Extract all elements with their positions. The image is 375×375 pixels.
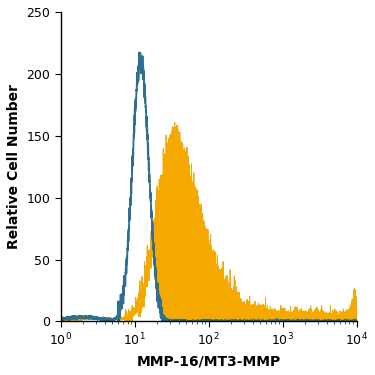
Y-axis label: Relative Cell Number: Relative Cell Number — [7, 84, 21, 249]
X-axis label: MMP-16/MT3-MMP: MMP-16/MT3-MMP — [136, 354, 281, 368]
